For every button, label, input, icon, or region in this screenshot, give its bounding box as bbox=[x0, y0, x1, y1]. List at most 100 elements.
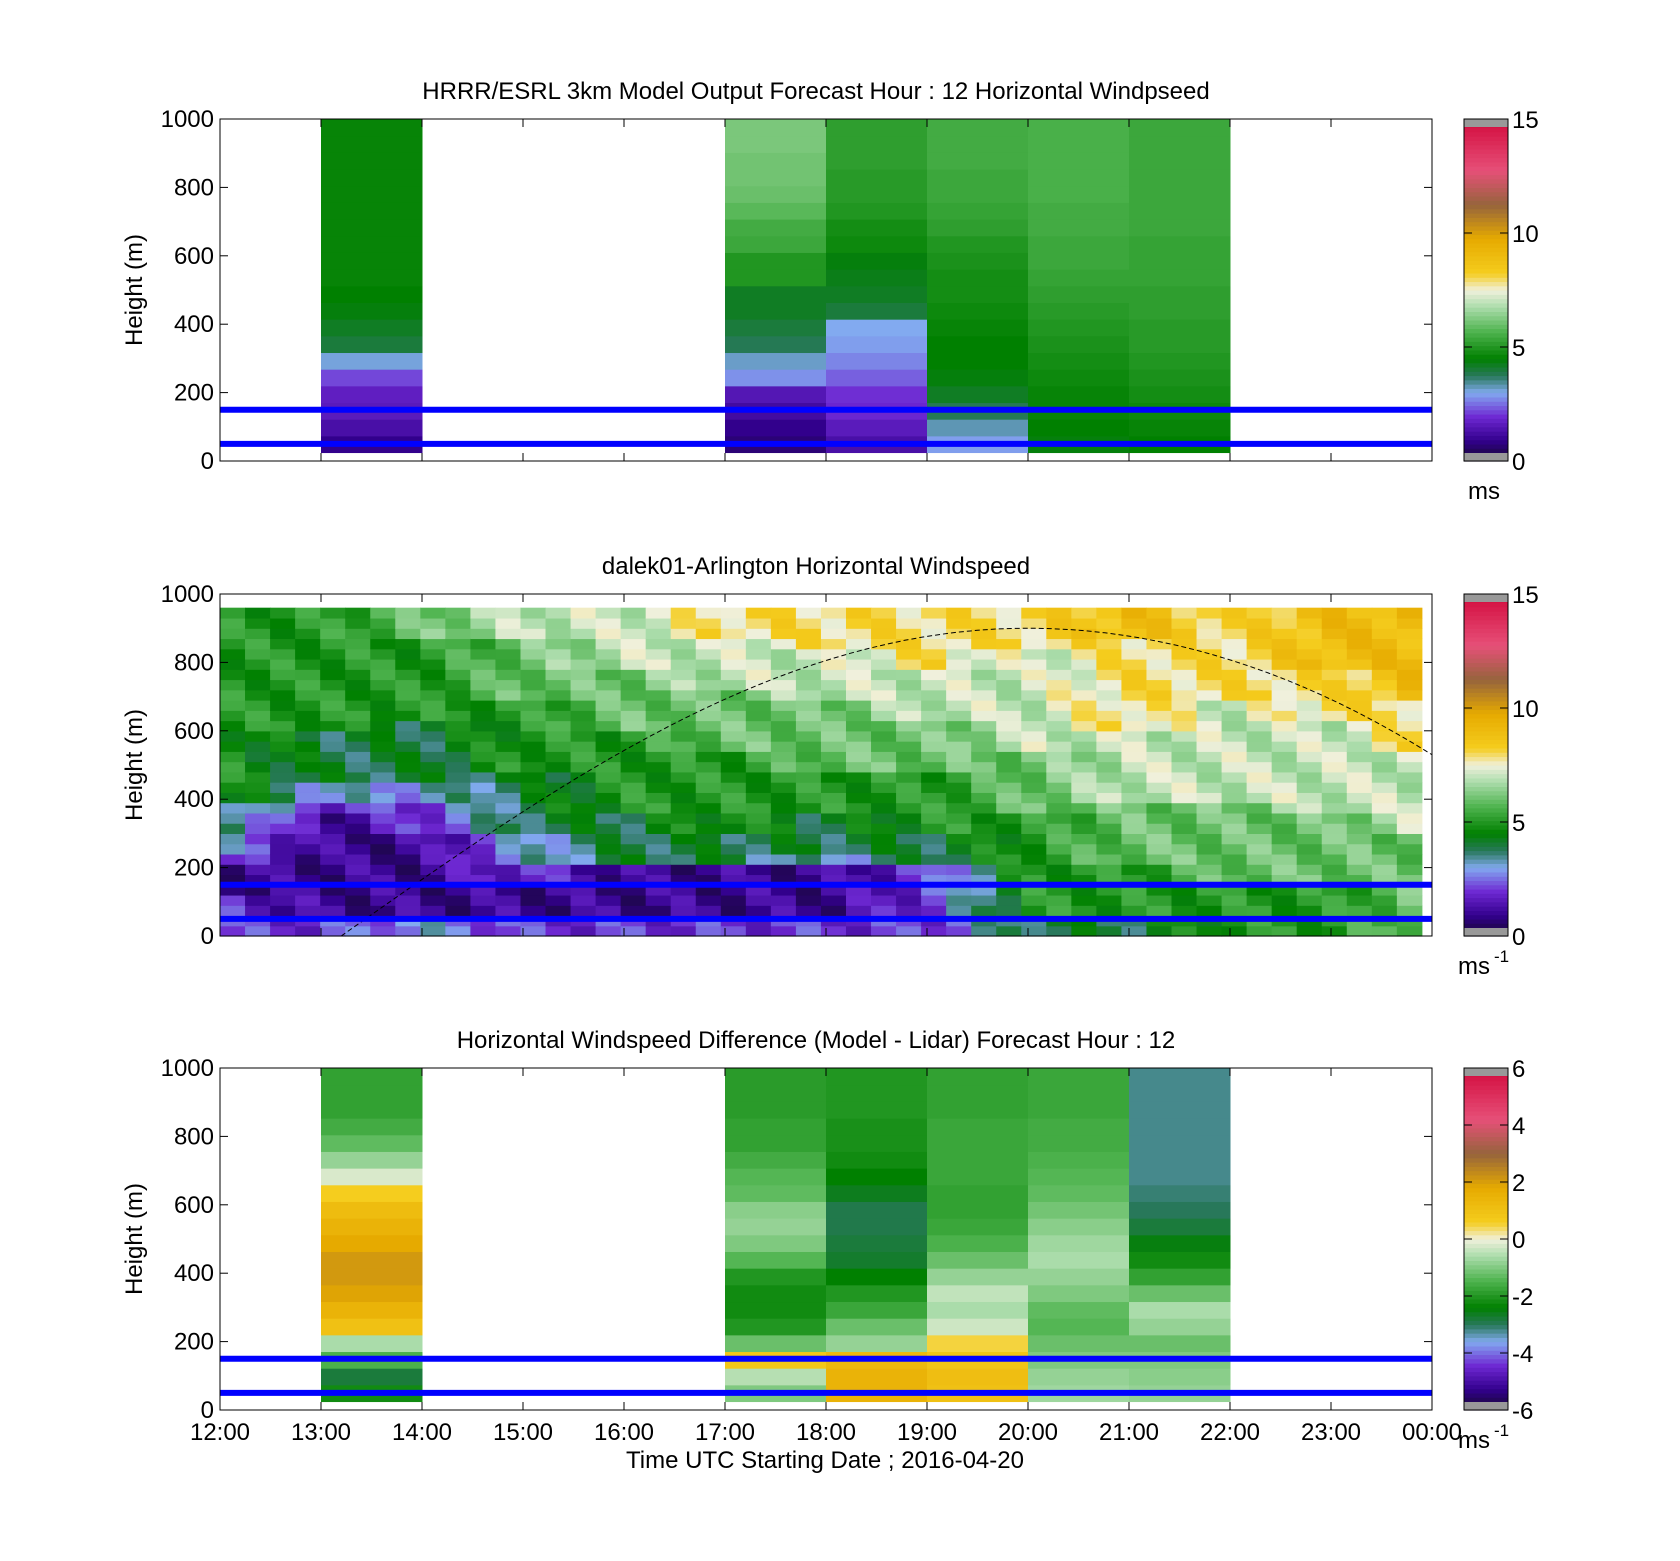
heatmap-cell bbox=[1121, 812, 1147, 824]
heatmap-cell bbox=[245, 771, 271, 783]
heatmap-cell bbox=[871, 823, 897, 834]
heatmap-cell bbox=[220, 905, 246, 917]
heatmap-cell bbox=[1129, 135, 1231, 153]
heatmap-cell bbox=[1121, 648, 1147, 660]
heatmap-cell bbox=[927, 1218, 1029, 1236]
y-tick-label: 800 bbox=[174, 1123, 214, 1150]
colorbar-segment bbox=[1464, 1234, 1508, 1240]
heatmap-cell bbox=[745, 843, 772, 855]
y-tick-label: 200 bbox=[174, 1329, 214, 1356]
heatmap-cell bbox=[1129, 419, 1231, 437]
heatmap-cell bbox=[1221, 894, 1248, 906]
heatmap-cell bbox=[220, 648, 246, 660]
heatmap-cell bbox=[1146, 720, 1173, 732]
heatmap-cell bbox=[946, 751, 972, 763]
heatmap-cell bbox=[370, 741, 396, 752]
heatmap-cell bbox=[871, 864, 897, 876]
y-axis-label: Height (m) bbox=[121, 234, 148, 346]
heatmap-cell bbox=[1096, 874, 1122, 886]
heatmap-cell bbox=[470, 894, 496, 906]
colorbar-segment bbox=[1464, 1388, 1508, 1394]
heatmap-cell bbox=[695, 679, 722, 691]
heatmap-cell bbox=[996, 628, 1022, 640]
colorbar-segment bbox=[1464, 790, 1508, 796]
heatmap-cell bbox=[320, 874, 346, 886]
heatmap-cell bbox=[520, 874, 547, 886]
heatmap-cell bbox=[871, 874, 897, 886]
heatmap-cell bbox=[720, 884, 747, 896]
heatmap-cell bbox=[1028, 152, 1130, 170]
heatmap-cell bbox=[745, 812, 772, 824]
heatmap-cell bbox=[1296, 792, 1323, 804]
heatmap-cell bbox=[295, 669, 321, 681]
heatmap-cell bbox=[620, 905, 647, 917]
heatmap-cell bbox=[595, 700, 622, 711]
heatmap-cell bbox=[996, 679, 1022, 691]
heatmap-cell bbox=[345, 730, 371, 742]
heatmap-cell bbox=[1371, 925, 1398, 937]
heatmap-cell bbox=[220, 894, 246, 906]
heatmap-cell bbox=[670, 700, 697, 711]
heatmap-cell bbox=[470, 771, 496, 783]
x-tick-label: 21:00 bbox=[1099, 1419, 1159, 1446]
heatmap-cell bbox=[1396, 741, 1423, 752]
heatmap-cell bbox=[520, 607, 547, 619]
heatmap-cell bbox=[871, 710, 897, 722]
heatmap-cell bbox=[420, 700, 446, 711]
heatmap-cell bbox=[495, 679, 521, 691]
heatmap-cell bbox=[845, 741, 872, 752]
heatmap-cell bbox=[720, 782, 747, 793]
heatmap-cell bbox=[370, 782, 396, 793]
heatmap-cell bbox=[896, 823, 922, 834]
heatmap-cell bbox=[1196, 648, 1223, 660]
heatmap-cell bbox=[1171, 700, 1198, 711]
heatmap-cell bbox=[725, 1251, 827, 1269]
heatmap-cell bbox=[921, 782, 947, 793]
heatmap-cell bbox=[871, 720, 897, 732]
heatmap-cell bbox=[270, 658, 296, 670]
heatmap-cell bbox=[1346, 700, 1373, 711]
heatmap-cell bbox=[570, 638, 597, 650]
heatmap-cell bbox=[971, 833, 997, 845]
heatmap-cell bbox=[270, 741, 296, 752]
heatmap-cell bbox=[1028, 1101, 1130, 1119]
heatmap-cell bbox=[1296, 638, 1323, 650]
heatmap-cell bbox=[370, 802, 396, 814]
heatmap-cell bbox=[1171, 617, 1198, 629]
heatmap-cell bbox=[320, 905, 346, 917]
heatmap-cell bbox=[927, 285, 1029, 303]
heatmap-cell bbox=[971, 884, 997, 896]
heatmap-cell bbox=[1046, 607, 1072, 619]
colorbar-segment bbox=[1464, 242, 1508, 248]
heatmap-cell bbox=[1271, 853, 1298, 865]
heatmap-cell bbox=[1096, 648, 1122, 660]
heatmap-cell bbox=[1121, 730, 1147, 742]
heatmap-cell bbox=[725, 285, 827, 303]
heatmap-cell bbox=[820, 751, 847, 763]
heatmap-cell bbox=[1321, 894, 1348, 906]
heatmap-cell bbox=[927, 269, 1029, 287]
heatmap-cell bbox=[820, 853, 847, 865]
heatmap-cell bbox=[845, 802, 872, 814]
heatmap-cell bbox=[971, 802, 997, 814]
y-tick-label: 0 bbox=[201, 448, 214, 475]
heatmap-cell bbox=[745, 730, 772, 742]
heatmap-cell bbox=[670, 730, 697, 742]
heatmap-cell bbox=[720, 679, 747, 691]
heatmap-cell bbox=[1146, 853, 1173, 865]
heatmap-cell bbox=[370, 720, 396, 732]
heatmap-cell bbox=[1129, 1151, 1231, 1169]
heatmap-cell bbox=[645, 812, 672, 824]
heatmap-cell bbox=[295, 689, 321, 701]
heatmap-cell bbox=[420, 782, 446, 793]
heatmap-cell bbox=[1071, 720, 1097, 732]
heatmap-cell bbox=[670, 689, 697, 701]
heatmap-cell bbox=[245, 751, 271, 763]
heatmap-cell bbox=[1371, 812, 1398, 824]
colorbar-segment bbox=[1464, 1268, 1508, 1274]
heatmap-cell bbox=[996, 925, 1022, 937]
heatmap-cell bbox=[1271, 741, 1298, 752]
heatmap-cell bbox=[826, 135, 928, 153]
heatmap-cell bbox=[1371, 730, 1398, 742]
heatmap-cell bbox=[1129, 1284, 1231, 1303]
